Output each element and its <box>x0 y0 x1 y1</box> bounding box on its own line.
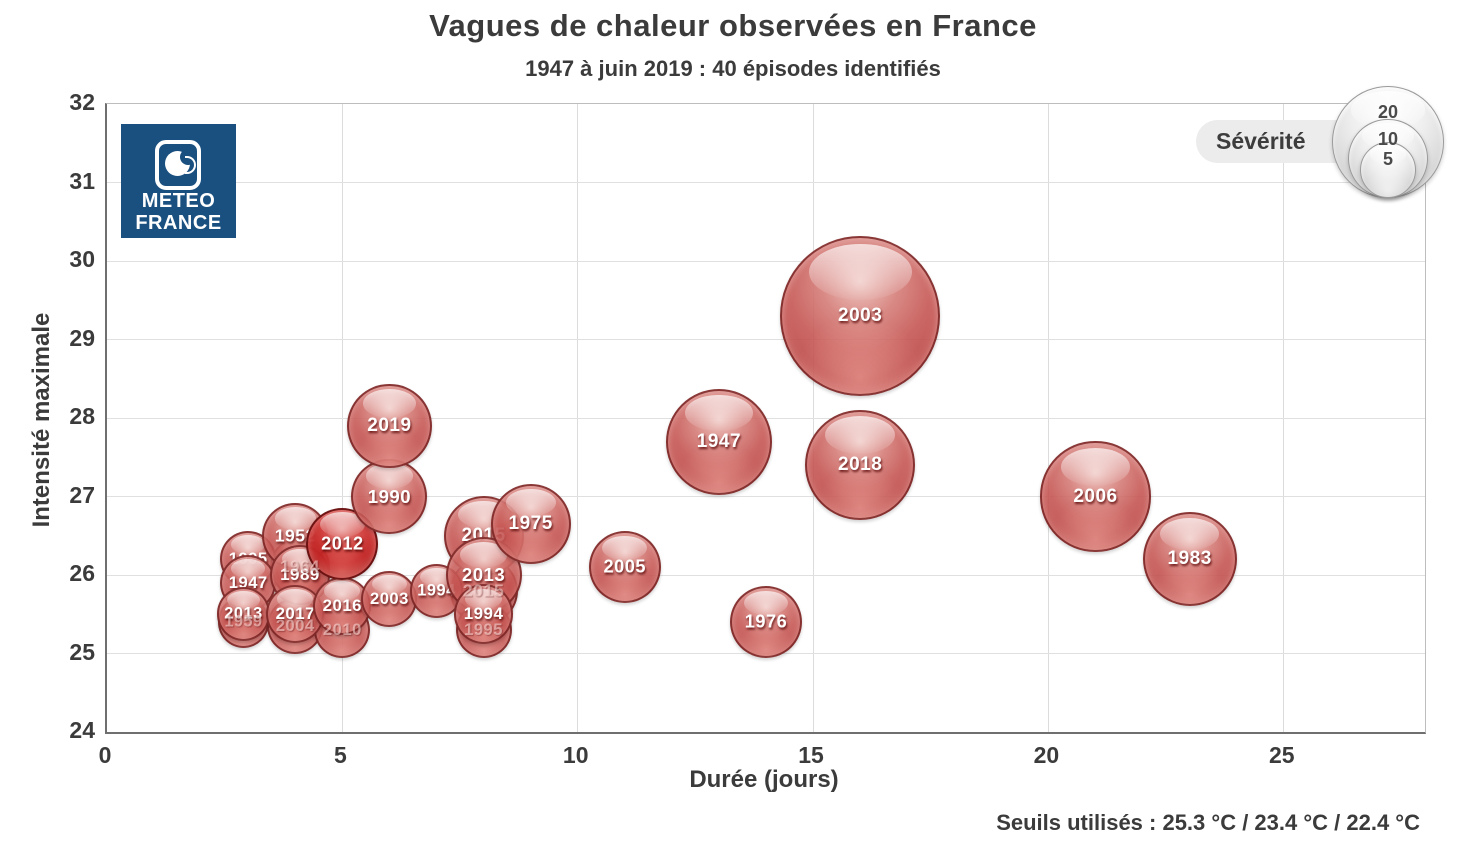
bubble-2003[interactable] <box>780 235 941 396</box>
legend-size-value: 20 <box>1377 101 1399 122</box>
bubble-label: 2012 <box>321 533 364 554</box>
meteo-france-logo: METEO FRANCE <box>121 124 236 238</box>
bubble-1975[interactable] <box>490 483 571 564</box>
bubble-1976[interactable] <box>729 586 803 659</box>
horizontal-gridline <box>107 260 1425 262</box>
bubble-label: 2006 <box>1073 485 1118 507</box>
y-tick-label: 26 <box>69 560 95 586</box>
legend-size-value: 10 <box>1377 129 1399 150</box>
legend-size-circle <box>1360 142 1416 198</box>
bubble-label: 1990 <box>367 485 412 507</box>
bubble-label: 2015 <box>462 580 505 601</box>
bubble-label: 1994 <box>463 604 504 624</box>
bubble-label: 2003 <box>838 304 883 326</box>
x-axis-title: Durée (jours) <box>689 766 839 793</box>
bubble-2006[interactable] <box>1040 441 1151 552</box>
y-tick-label: 32 <box>69 89 95 115</box>
chart-title: Vagues de chaleur observées en France <box>429 8 1037 43</box>
x-tick-label: 15 <box>798 742 824 768</box>
y-tick-label: 31 <box>69 167 95 194</box>
bubble-label: 1964 <box>280 557 320 577</box>
legend-size-value: 5 <box>1382 148 1394 169</box>
horizontal-gridline <box>107 339 1425 340</box>
x-tick-label: 10 <box>562 742 589 768</box>
bubble-2018[interactable] <box>805 410 916 521</box>
bubble-label: 1995 <box>464 619 504 639</box>
logo-text-meteo: METEO <box>141 190 216 212</box>
bubble-1990[interactable] <box>351 458 428 535</box>
horizontal-gridline <box>107 182 1425 183</box>
logo-text-france: FRANCE <box>135 212 222 234</box>
bubble-label: 2019 <box>367 414 412 436</box>
bubble-label: 2018 <box>838 454 883 476</box>
y-tick-label: 27 <box>69 481 95 508</box>
y-tick-label: 24 <box>69 717 95 743</box>
bubble-label: 2003 <box>369 588 409 608</box>
bubble-label: 2016 <box>322 596 363 616</box>
bubble-label: 1959 <box>224 612 263 631</box>
bubble-label: 2017 <box>275 604 315 624</box>
bubble-label: 2005 <box>603 556 647 577</box>
bubble-label: 1983 <box>1167 548 1212 570</box>
bubble-label: 2004 <box>275 616 315 636</box>
x-tick-label: 20 <box>1033 742 1060 768</box>
y-tick-label: 29 <box>69 324 95 351</box>
horizontal-gridline <box>107 496 1425 497</box>
bubble-label: 1947 <box>228 572 268 592</box>
bubble-1983[interactable] <box>1142 512 1237 607</box>
y-tick-label: 25 <box>69 638 95 665</box>
y-tick-label: 28 <box>69 403 95 429</box>
bubble-2019[interactable] <box>347 383 432 468</box>
y-tick-label: 30 <box>69 246 95 272</box>
bubble-label: 1947 <box>696 430 742 452</box>
plot-area: 1964195920042010201519951995194720131952… <box>105 103 1426 734</box>
chart-subtitle: 1947 à juin 2019 : 40 épisodes identifié… <box>525 56 941 81</box>
thresholds-footnote: Seuils utilisés : 25.3 °C / 23.4 °C / 22… <box>996 810 1420 835</box>
bubble-label: 2013 <box>461 564 506 585</box>
bubble-1994[interactable] <box>453 584 514 645</box>
bubble-2003[interactable] <box>361 570 418 627</box>
meteo-france-sphere-icon <box>155 140 201 190</box>
x-tick-label: 25 <box>1268 742 1295 768</box>
horizontal-gridline <box>107 574 1425 576</box>
bubble-label: 1952 <box>274 525 316 546</box>
x-tick-label: 0 <box>98 742 112 768</box>
bubble-2005[interactable] <box>588 531 661 604</box>
bubble-label: 1975 <box>508 512 553 534</box>
bubble-label: 1989 <box>280 565 320 584</box>
bubble-label: 1994 <box>417 581 456 600</box>
bubble-label: 2010 <box>322 619 362 639</box>
x-tick-label: 5 <box>333 742 347 768</box>
bubble-1947[interactable] <box>665 388 772 495</box>
bubble-label: 2013 <box>224 604 263 623</box>
bubble-label: 1976 <box>744 611 788 632</box>
y-axis-title: Intensité maximale <box>28 312 55 528</box>
